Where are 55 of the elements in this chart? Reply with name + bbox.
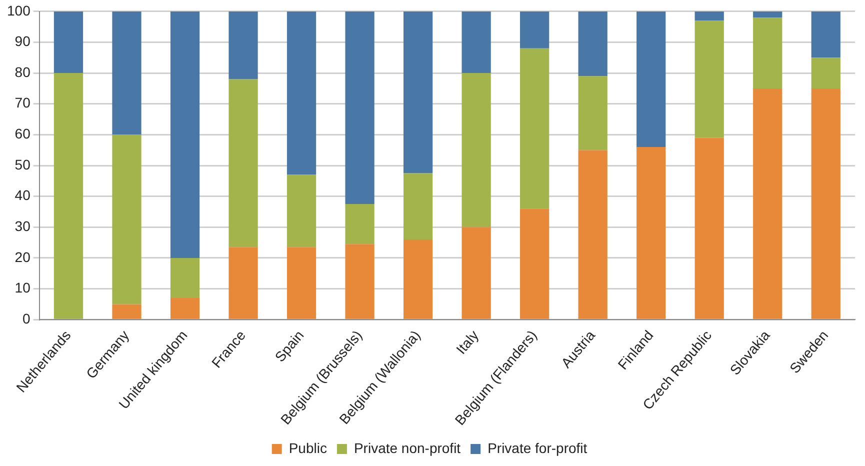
bar (753, 18, 782, 88)
y-tick-label: 100 (7, 2, 31, 18)
bar (520, 208, 550, 319)
bar (694, 138, 724, 319)
bar (520, 48, 550, 209)
y-tick-label: 10 (14, 280, 31, 296)
bar (462, 73, 491, 228)
bar (170, 11, 200, 258)
bar (345, 11, 374, 204)
y-tick-label: 40 (14, 187, 31, 204)
bar (636, 147, 666, 319)
legend-label: Private for-profit (488, 440, 588, 456)
bar (636, 11, 666, 148)
bar (403, 239, 433, 319)
y-tick-label: 30 (14, 218, 31, 234)
y-tick-label: 50 (14, 156, 31, 172)
x-tick-label: Italy (452, 327, 482, 358)
bar (112, 304, 142, 319)
bar (578, 76, 608, 150)
y-tick-label: 90 (14, 33, 31, 50)
bar (403, 11, 433, 174)
legend-label: Private non-profit (354, 440, 461, 456)
y-tick-label: 20 (14, 248, 31, 265)
bar (112, 11, 142, 135)
bar (286, 247, 316, 319)
bar (228, 11, 258, 80)
bar (54, 73, 84, 319)
bar (578, 150, 608, 319)
bar (811, 88, 840, 319)
bar (462, 11, 491, 74)
bar (54, 11, 84, 74)
bar (811, 11, 840, 58)
y-tick-label: 70 (14, 94, 31, 111)
bar (694, 11, 724, 21)
y-tick-label: 80 (14, 64, 31, 80)
bar (286, 174, 316, 248)
bar (345, 244, 374, 319)
bar (520, 11, 550, 48)
y-tick-label: 0 (22, 310, 31, 326)
bar (403, 173, 433, 240)
bar (811, 58, 840, 88)
y-tick-label: 60 (14, 126, 31, 142)
bar (578, 11, 608, 76)
bar (112, 134, 142, 304)
bar (228, 79, 258, 248)
legend-label: Public (288, 440, 327, 456)
bar (228, 247, 258, 319)
bar (170, 258, 200, 298)
bar (286, 11, 316, 175)
bar (753, 88, 782, 319)
bar (694, 20, 724, 138)
bar (170, 298, 200, 319)
bar (753, 11, 782, 18)
bar (462, 227, 491, 319)
bar (345, 204, 374, 244)
